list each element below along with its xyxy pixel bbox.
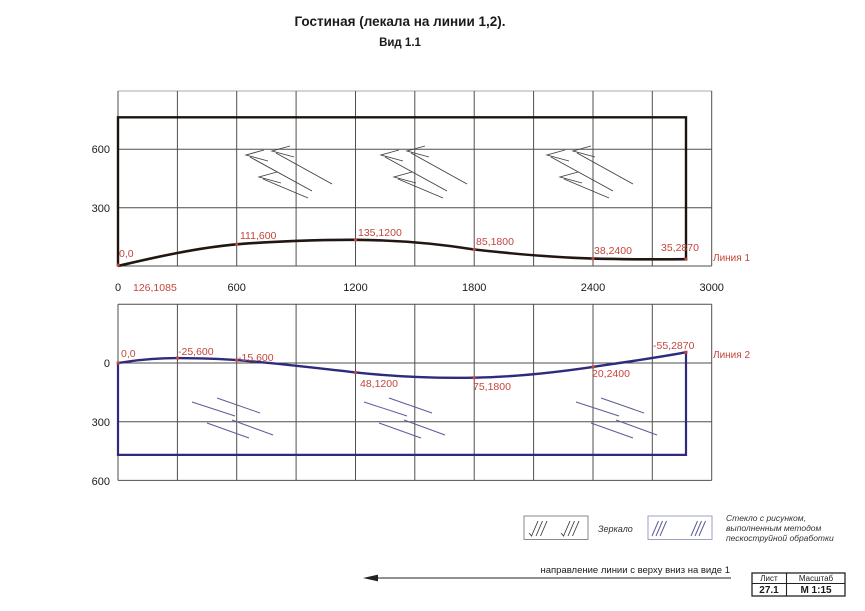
line1-extra-point-label: 126,1085 <box>133 282 177 294</box>
page-title: Гостиная (лекала на линии 1,2). <box>294 14 505 29</box>
line2-point-markers <box>116 350 688 380</box>
legend-glass-label-line2: выполненным методом <box>726 523 822 533</box>
legend-mirror-label: Зеркало <box>598 524 633 534</box>
mirror-hatch-group-1 <box>244 145 333 199</box>
xtick-1200: 1200 <box>343 282 367 294</box>
direction-note: направление линии с верху вниз на виде 1 <box>540 565 730 576</box>
line1-label-5: 35,2870 <box>661 242 699 254</box>
xtick-1800: 1800 <box>462 282 486 294</box>
legend-glass-label-line3: пескоструйной обработки <box>726 533 834 543</box>
glass-hatch-group-3 <box>575 397 658 439</box>
line2-label-6: -55,2870 <box>653 340 695 352</box>
xtick-0: 0 <box>115 282 121 294</box>
line2-label-2: -15,600 <box>238 352 274 364</box>
panel2-outline <box>116 352 688 456</box>
line2-label-1: -25,600 <box>178 346 214 358</box>
glass-hatch-group-2 <box>363 397 446 439</box>
mirror-symbol-icon <box>528 520 580 537</box>
line1-point-markers <box>116 238 688 267</box>
line1-name: Линия 1 <box>713 253 750 264</box>
view2-ytick-0: 0 <box>104 358 110 370</box>
xtick-3000: 3000 <box>699 282 723 294</box>
glass-hatch-group-1 <box>191 397 274 439</box>
line1-label-4: 38,2400 <box>594 245 632 257</box>
line1-label-1: 111,600 <box>240 230 277 242</box>
mirror-hatch-group-3 <box>545 145 634 199</box>
view-subtitle: Вид 1.1 <box>379 37 421 49</box>
view1-grid <box>117 90 713 267</box>
line1-label-3: 85,1800 <box>476 236 514 248</box>
glass-symbol-icon <box>651 520 706 537</box>
direction-arrow <box>363 574 731 582</box>
view2-ytick-600: 600 <box>92 476 110 488</box>
view2-ytick-300: 300 <box>92 417 110 429</box>
line2-label-0: 0,0 <box>121 348 136 360</box>
view1-ytick-300: 300 <box>92 203 110 215</box>
mirror-hatch-group-2 <box>379 145 468 199</box>
title-block: Лист Масштаб 27.1 М 1:15 <box>751 572 846 597</box>
xtick-600: 600 <box>228 282 246 294</box>
line2-label-4: 75,1800 <box>473 381 511 393</box>
line2-label-3: 48,1200 <box>360 378 398 390</box>
view1-ytick-600: 600 <box>92 144 110 156</box>
legend-mirror-box <box>523 515 589 540</box>
line1-label-2: 135,1200 <box>358 227 402 239</box>
sheet-value: 27.1 <box>759 585 779 596</box>
legend-glass-label-line1: Стекло с рисунком, <box>726 513 806 523</box>
line2-name: Линия 2 <box>713 350 750 361</box>
line2-label-5: 20,2400 <box>592 368 630 380</box>
scale-value: М 1:15 <box>800 585 832 596</box>
line1-label-0: 0,0 <box>119 248 134 260</box>
xtick-2400: 2400 <box>581 282 605 294</box>
panel1-outline <box>116 116 688 266</box>
scale-header: Масштаб <box>799 574 834 583</box>
line1-curve <box>117 238 687 268</box>
sheet-header: Лист <box>760 574 778 583</box>
legend-glass-box <box>647 515 713 540</box>
